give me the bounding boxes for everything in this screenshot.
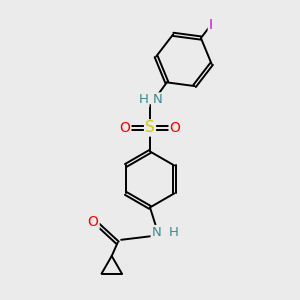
Text: N: N bbox=[152, 226, 161, 239]
Text: H: H bbox=[169, 226, 178, 239]
Text: I: I bbox=[209, 18, 213, 32]
Text: O: O bbox=[88, 214, 99, 229]
Text: O: O bbox=[169, 121, 181, 135]
Text: H: H bbox=[139, 93, 148, 106]
Text: O: O bbox=[119, 121, 130, 135]
Text: S: S bbox=[145, 120, 155, 135]
Text: N: N bbox=[152, 93, 162, 106]
